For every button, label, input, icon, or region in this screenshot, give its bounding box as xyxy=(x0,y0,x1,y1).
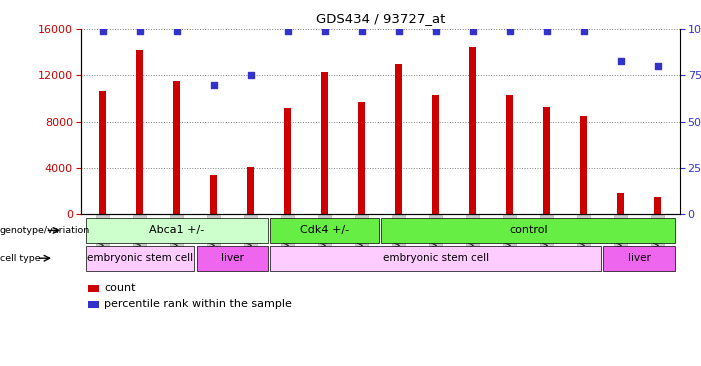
Bar xyxy=(655,197,661,214)
Text: liver: liver xyxy=(628,253,651,263)
Text: control: control xyxy=(509,225,547,235)
Text: embryonic stem cell: embryonic stem cell xyxy=(383,253,489,263)
Point xyxy=(134,28,145,34)
Point xyxy=(356,28,367,34)
Bar xyxy=(604,246,675,270)
Point xyxy=(578,28,590,34)
Bar xyxy=(470,46,476,214)
Bar xyxy=(322,72,328,214)
Text: Abca1 +/-: Abca1 +/- xyxy=(149,225,205,235)
Bar xyxy=(247,167,254,214)
Point xyxy=(430,28,442,34)
Text: genotype/variation: genotype/variation xyxy=(0,226,90,235)
Bar xyxy=(271,246,601,270)
Bar xyxy=(381,218,675,243)
Bar xyxy=(271,218,379,243)
Text: percentile rank within the sample: percentile rank within the sample xyxy=(104,299,292,309)
Point xyxy=(541,28,552,34)
Bar xyxy=(543,107,550,214)
Point xyxy=(652,63,663,69)
Point xyxy=(615,58,627,64)
Bar xyxy=(100,90,106,214)
Point xyxy=(319,28,330,34)
Bar xyxy=(86,218,268,243)
Title: GDS434 / 93727_at: GDS434 / 93727_at xyxy=(315,12,445,25)
Point xyxy=(504,28,515,34)
Point xyxy=(393,28,404,34)
Point xyxy=(208,82,219,88)
Bar xyxy=(137,50,143,214)
Point xyxy=(467,28,478,34)
Bar xyxy=(173,81,180,214)
Bar xyxy=(433,95,439,214)
Text: count: count xyxy=(104,283,136,294)
Bar xyxy=(86,246,194,270)
Point xyxy=(97,28,109,34)
Bar xyxy=(506,95,513,214)
Bar xyxy=(580,116,587,214)
Bar xyxy=(210,175,217,214)
Point xyxy=(245,72,257,78)
Point xyxy=(171,28,182,34)
Text: cell type: cell type xyxy=(0,254,41,263)
Bar xyxy=(395,64,402,214)
Bar xyxy=(285,108,291,214)
Text: embryonic stem cell: embryonic stem cell xyxy=(87,253,193,263)
Bar xyxy=(358,102,365,214)
Text: Cdk4 +/-: Cdk4 +/- xyxy=(300,225,349,235)
Point xyxy=(283,28,294,34)
Text: liver: liver xyxy=(221,253,244,263)
Bar xyxy=(196,246,268,270)
Bar xyxy=(618,193,624,214)
